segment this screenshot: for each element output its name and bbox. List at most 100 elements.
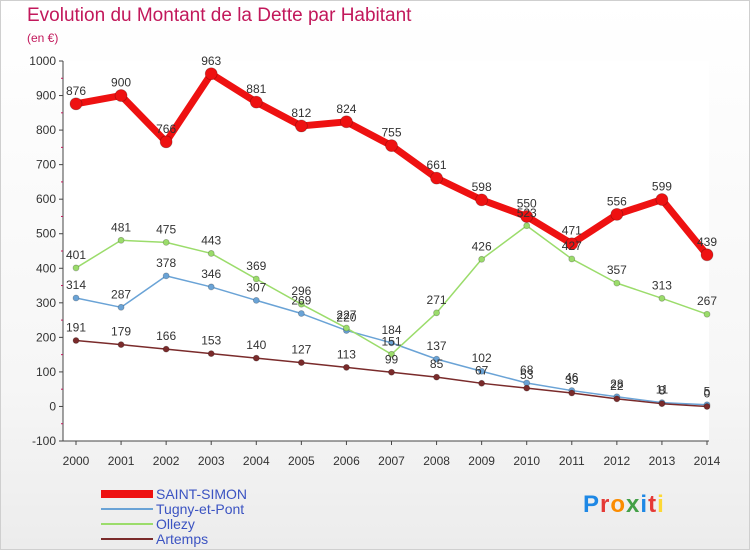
y-tick-label: 500	[36, 227, 56, 241]
data-label: 11	[656, 383, 669, 397]
chart-title: Evolution du Montant de la Dette par Hab…	[27, 5, 412, 26]
data-label: 227	[336, 308, 356, 322]
data-point	[703, 310, 711, 318]
data-point	[433, 373, 440, 381]
x-tick-label: 2008	[423, 454, 450, 468]
x-tick-label: 2004	[243, 454, 270, 468]
x-tick-label: 2007	[378, 454, 405, 468]
y-tick-label: 200	[36, 330, 56, 344]
data-label: 271	[427, 293, 447, 307]
data-point	[700, 248, 714, 262]
x-tick-label: 2009	[468, 454, 495, 468]
x-tick-label: 2011	[559, 454, 585, 468]
data-point	[655, 193, 669, 206]
data-label: 22	[610, 379, 624, 393]
data-point	[117, 236, 125, 244]
data-point	[162, 238, 170, 246]
logo-letter: x	[626, 491, 641, 518]
data-label: 314	[66, 278, 86, 292]
data-label: 127	[291, 343, 311, 357]
data-label: 85	[430, 357, 444, 371]
legend-item: Ollezy	[101, 515, 247, 532]
data-label: 900	[111, 76, 131, 90]
data-point	[114, 89, 128, 102]
legend-label: Artemps	[156, 530, 209, 547]
logo-letter: i	[657, 491, 665, 518]
data-point	[610, 207, 624, 221]
data-label: 443	[201, 233, 221, 247]
data-label: 598	[472, 180, 492, 194]
data-point	[478, 379, 486, 387]
data-point	[69, 97, 83, 111]
data-point	[117, 341, 125, 349]
data-label: 401	[66, 248, 86, 262]
x-tick-label: 2001	[108, 454, 135, 468]
legend-label: Ollezy	[156, 515, 195, 532]
data-label: 46	[565, 371, 579, 385]
data-point	[658, 400, 666, 408]
data-point	[72, 337, 80, 344]
plot-area	[63, 61, 709, 441]
data-point	[565, 237, 579, 251]
data-point	[385, 139, 398, 153]
x-tick-label: 2010	[513, 454, 540, 468]
data-label: 140	[246, 338, 266, 352]
data-label: 179	[111, 325, 131, 339]
data-label: 184	[381, 323, 401, 337]
logo-letter: P	[583, 491, 601, 518]
data-point	[475, 193, 489, 207]
data-point	[523, 222, 531, 230]
data-point	[294, 119, 308, 133]
data-point	[568, 389, 576, 397]
data-label: 471	[562, 224, 582, 238]
legend-label: SAINT-SIMON	[156, 485, 248, 502]
data-point	[207, 350, 215, 358]
data-label: 369	[246, 259, 266, 273]
data-label: 191	[66, 320, 86, 334]
y-tick-label: 600	[36, 192, 56, 206]
legend-swatch	[101, 489, 153, 498]
y-tick-label: 900	[36, 89, 56, 103]
data-point	[433, 355, 440, 363]
unit-label: (en €)	[27, 31, 59, 45]
data-point	[207, 250, 215, 257]
y-tick-label: -100	[32, 434, 56, 448]
data-point	[204, 67, 218, 81]
x-tick-label: 2005	[288, 454, 315, 468]
data-point	[252, 296, 260, 304]
legend: SAINT-SIMON Tugny-et-Pont Ollezy Artemps	[101, 485, 248, 547]
data-label: 766	[156, 122, 176, 136]
data-label: 67	[475, 363, 489, 377]
data-point	[430, 171, 443, 185]
data-point	[249, 95, 263, 109]
data-point	[478, 255, 486, 263]
data-label: 824	[336, 102, 356, 116]
data-label: 287	[111, 287, 131, 301]
data-label: 53	[520, 368, 534, 382]
data-label: 39	[565, 373, 579, 387]
data-point	[162, 345, 170, 353]
data-label: 481	[111, 220, 131, 234]
y-tick-label: 1000	[29, 54, 56, 68]
data-point	[343, 324, 350, 332]
data-point	[658, 294, 666, 302]
y-tick-label: 300	[36, 296, 56, 310]
y-tick-label: 0	[49, 399, 56, 413]
data-label: 113	[337, 347, 356, 361]
data-label: 427	[562, 239, 582, 253]
x-tick-label: 2003	[198, 454, 225, 468]
legend-swatch	[101, 507, 153, 510]
data-label: 357	[607, 263, 627, 277]
data-label: 313	[652, 278, 672, 292]
data-label: 8	[659, 384, 666, 398]
data-point	[117, 303, 125, 311]
data-point	[340, 115, 353, 129]
logo-letter: r	[600, 491, 611, 518]
data-point	[703, 403, 711, 410]
x-tick-label: 2000	[63, 454, 90, 468]
data-point	[297, 300, 305, 308]
data-label: 151	[381, 334, 401, 348]
data-label: 267	[697, 294, 717, 308]
